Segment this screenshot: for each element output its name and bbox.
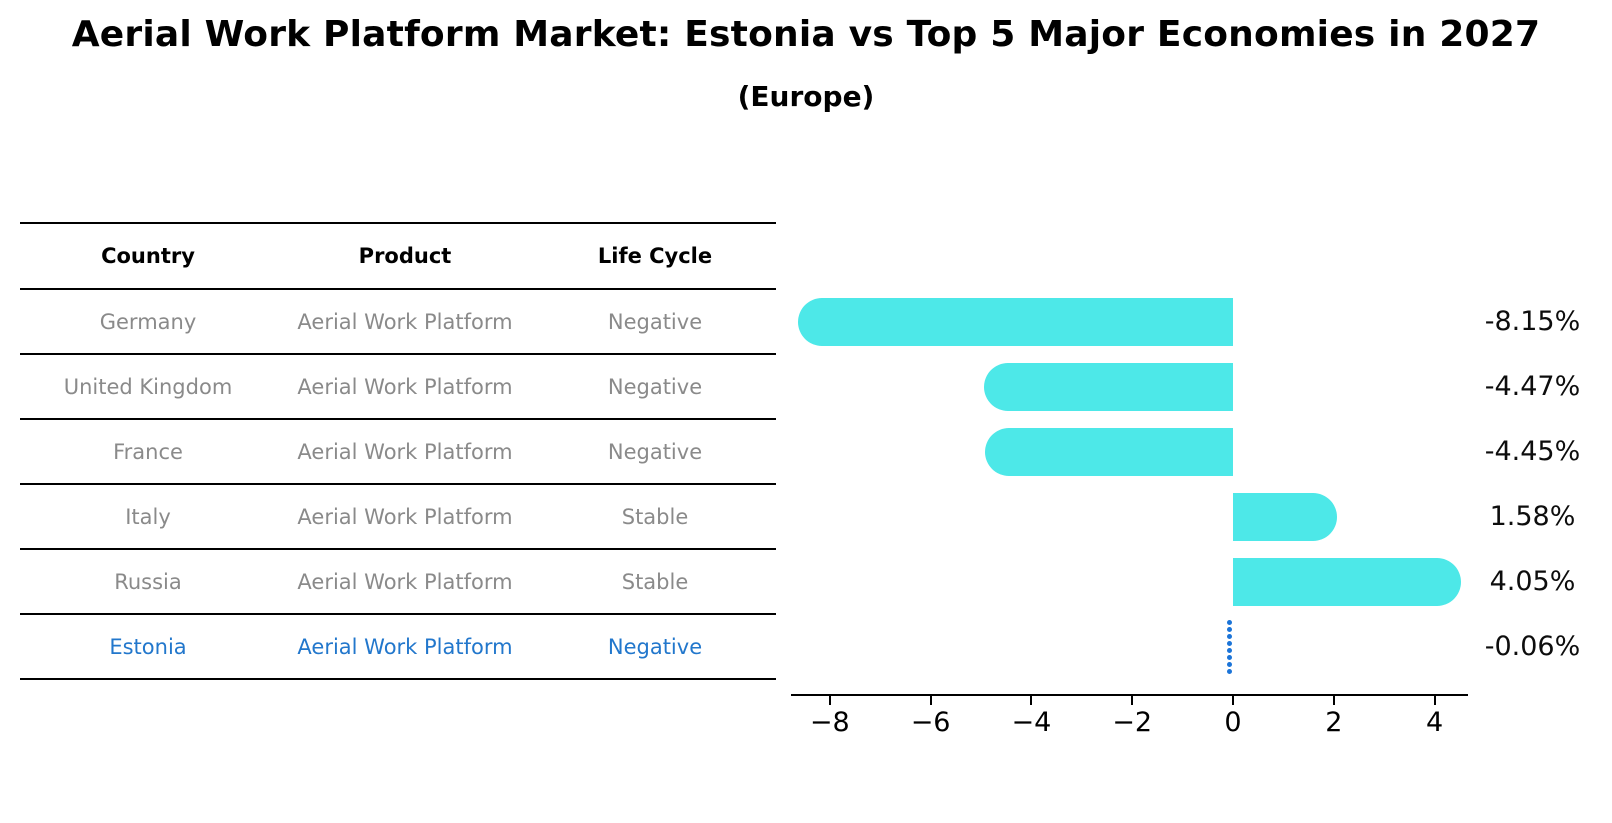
dotted-marker-estonia xyxy=(1226,620,1233,674)
x-tick-label: 2 xyxy=(1325,707,1343,738)
value-label-germany: -8.15% xyxy=(1484,306,1581,337)
bar-germany xyxy=(798,298,1233,346)
table-cell-product: Aerial Work Platform xyxy=(297,439,513,464)
table-cell-product: Aerial Work Platform xyxy=(297,569,513,594)
x-tick-label: −8 xyxy=(809,707,850,738)
marker-dot xyxy=(1227,620,1233,625)
table-cell-life-cycle: Negative xyxy=(607,439,703,464)
table-row: Italy Aerial Work Platform Stable xyxy=(20,485,776,550)
table-body: Germany Aerial Work Platform Negative Un… xyxy=(20,290,776,680)
value-label-united-kingdom: -4.47% xyxy=(1484,371,1581,402)
x-tick-label: −4 xyxy=(1011,707,1052,738)
table-cell-country: Italy xyxy=(125,504,171,529)
table-cell-product: Aerial Work Platform xyxy=(297,309,513,334)
table-row: Russia Aerial Work Platform Stable xyxy=(20,550,776,615)
table-cell-country: United Kingdom xyxy=(63,374,233,399)
marker-dot xyxy=(1227,627,1233,632)
page-title: Aerial Work Platform Market: Estonia vs … xyxy=(71,14,1541,55)
marker-dot xyxy=(1227,655,1233,660)
table-cell-life-cycle: Negative xyxy=(607,374,703,399)
table-cell-life-cycle: Stable xyxy=(621,504,689,529)
x-tick-label: −2 xyxy=(1112,707,1153,738)
x-tick xyxy=(1433,696,1436,705)
x-tick xyxy=(1232,696,1234,705)
table-cell-life-cycle: Negative xyxy=(607,634,703,659)
table-cell-product: Aerial Work Platform xyxy=(297,504,513,529)
value-label-russia: 4.05% xyxy=(1489,566,1576,597)
table-cell-life-cycle: Negative xyxy=(607,309,703,334)
x-tick-label: −6 xyxy=(910,707,951,738)
x-axis-line xyxy=(791,694,1468,696)
table-cell-country: Russia xyxy=(114,569,182,594)
table-row: Germany Aerial Work Platform Negative xyxy=(20,290,776,355)
x-tick-label: 4 xyxy=(1426,707,1444,738)
table-cell-country: France xyxy=(113,439,183,464)
value-label-france: -4.45% xyxy=(1484,436,1581,467)
table-row: United Kingdom Aerial Work Platform Nega… xyxy=(20,355,776,420)
x-tick xyxy=(1131,696,1134,705)
table-header-row: Country Product Life Cycle xyxy=(20,222,776,290)
value-label-italy: 1.58% xyxy=(1489,501,1576,532)
table-header-life-cycle: Life Cycle xyxy=(597,244,713,268)
x-tick xyxy=(1332,696,1335,705)
table-cell-product: Aerial Work Platform xyxy=(297,634,513,659)
table-cell-life-cycle: Stable xyxy=(621,569,689,594)
table-header-product: Product xyxy=(358,244,452,268)
comparison-table: Country Product Life Cycle Germany Aeria… xyxy=(20,222,776,680)
x-tick xyxy=(828,696,831,705)
value-label-estonia: -0.06% xyxy=(1484,631,1581,662)
marker-dot xyxy=(1227,641,1233,646)
table-cell-product: Aerial Work Platform xyxy=(297,374,513,399)
bar-united-kingdom xyxy=(983,363,1233,411)
x-tick-label: 0 xyxy=(1224,707,1242,738)
table-row: Estonia Aerial Work Platform Negative xyxy=(20,615,776,680)
x-tick xyxy=(1030,696,1033,705)
table-header-country: Country xyxy=(101,244,195,268)
bar-italy xyxy=(1233,493,1337,541)
bar-france xyxy=(984,428,1233,476)
marker-dot xyxy=(1227,669,1233,674)
page-subtitle: (Europe) xyxy=(737,80,875,113)
table-row: France Aerial Work Platform Negative xyxy=(20,420,776,485)
marker-dot xyxy=(1227,662,1233,667)
marker-dot xyxy=(1227,648,1233,653)
table-cell-country: Germany xyxy=(99,309,197,334)
table-cell-country: Estonia xyxy=(109,634,187,659)
marker-dot xyxy=(1227,634,1233,639)
bar-russia xyxy=(1233,558,1462,606)
x-tick xyxy=(929,696,932,705)
